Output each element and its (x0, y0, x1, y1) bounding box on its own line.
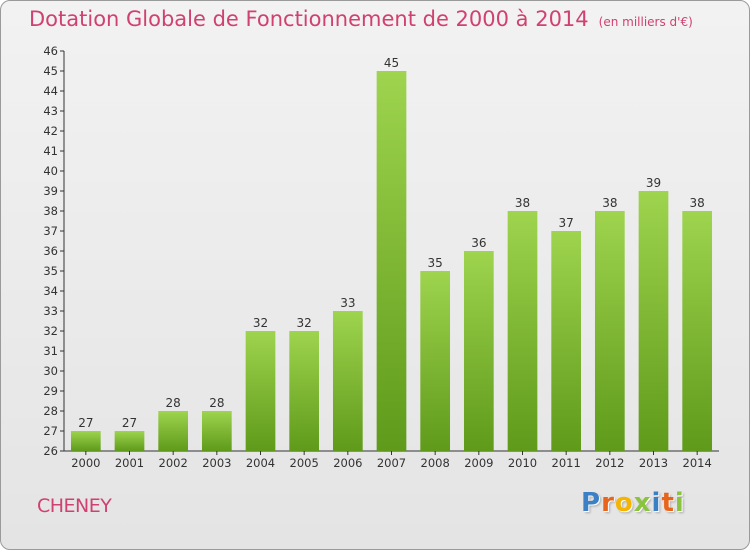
y-tick-label: 37 (43, 224, 58, 238)
y-tick-label: 30 (43, 364, 58, 378)
logo-letter: x (633, 488, 652, 518)
x-tick-label: 2010 (508, 456, 537, 470)
bar-2013 (638, 191, 669, 451)
chart-title: Dotation Globale de Fonctionnement de 20… (29, 7, 693, 31)
y-tick-label: 28 (43, 404, 58, 418)
bar-value-label: 45 (384, 56, 399, 70)
x-tick-label: 2000 (71, 456, 100, 470)
logo-letter: o (614, 488, 634, 518)
x-tick-label: 2002 (159, 456, 188, 470)
bar-2005 (289, 331, 320, 451)
x-tick-label: 2004 (246, 456, 275, 470)
commune-name: CHENEY (37, 495, 112, 517)
y-tick-label: 29 (43, 384, 58, 398)
y-tick-label: 26 (43, 444, 58, 458)
x-tick-label: 2008 (421, 456, 450, 470)
y-tick-label: 32 (43, 324, 58, 338)
logo-letter: r (601, 488, 615, 518)
y-tick-label: 36 (43, 244, 58, 258)
bar-2012 (594, 211, 625, 451)
chart-bars: 27 27 28 28 32 32 33 45 35 36 38 37 38 39 38 (70, 56, 713, 451)
logo-letter: t (661, 488, 675, 518)
y-tick-label: 39 (43, 184, 58, 198)
y-tick-label: 33 (43, 304, 58, 318)
bar-2006 (332, 311, 363, 451)
bar-2002 (158, 411, 189, 451)
bar-2011 (551, 231, 582, 451)
y-tick-label: 38 (43, 204, 58, 218)
x-tick-label: 2012 (595, 456, 624, 470)
bar-value-label: 37 (559, 216, 574, 230)
x-tick-label: 2007 (377, 456, 406, 470)
logo-letter: i (651, 488, 662, 518)
x-tick-label: 2001 (115, 456, 144, 470)
x-tick-label: 2005 (290, 456, 319, 470)
bar-2000 (70, 431, 101, 451)
x-tick-label: 2011 (552, 456, 581, 470)
logo-letter: P (581, 488, 602, 518)
bar-value-label: 38 (515, 196, 530, 210)
y-tick-label: 45 (43, 64, 58, 78)
chart-title-text: Dotation Globale de Fonctionnement de 20… (29, 7, 589, 31)
y-tick-label: 31 (43, 344, 58, 358)
chart-axes: 26 27 28 29 30 31 32 33 34 35 36 37 38 39 40 41 42 43 44 45… (43, 44, 719, 470)
y-tick-label: 35 (43, 264, 58, 278)
y-tick-label: 27 (43, 424, 58, 438)
y-tick-label: 40 (43, 164, 58, 178)
bar-value-label: 32 (297, 316, 312, 330)
bar-value-label: 33 (340, 296, 355, 310)
bar-2007 (376, 71, 407, 451)
logo-letter: i (674, 488, 685, 518)
bar-2014 (682, 211, 713, 451)
bar-2008 (420, 271, 451, 451)
x-tick-label: 2006 (333, 456, 362, 470)
chart-subtitle: (en milliers d'€) (598, 15, 693, 29)
y-tick-label: 43 (43, 104, 58, 118)
bar-value-label: 36 (471, 236, 486, 250)
x-tick-label: 2013 (639, 456, 668, 470)
bar-value-label: 27 (122, 416, 137, 430)
y-tick-label: 34 (43, 284, 58, 298)
bar-value-label: 28 (166, 396, 181, 410)
x-tick-label: 2009 (464, 456, 493, 470)
y-tick-label: 42 (43, 124, 58, 138)
bar-2009 (463, 251, 494, 451)
y-tick-label: 44 (43, 84, 58, 98)
x-tick-label: 2014 (683, 456, 712, 470)
bar-value-label: 35 (428, 256, 443, 270)
y-tick-label: 46 (43, 44, 58, 58)
x-tick-label: 2003 (202, 456, 231, 470)
bar-value-label: 38 (690, 196, 705, 210)
bar-2004 (245, 331, 276, 451)
bar-2010 (507, 211, 538, 451)
y-tick-label: 41 (43, 144, 58, 158)
bar-2001 (114, 431, 145, 451)
proxiti-logo: Proxiti (581, 488, 685, 518)
bar-value-label: 28 (209, 396, 224, 410)
bar-value-label: 32 (253, 316, 268, 330)
bar-value-label: 27 (78, 416, 93, 430)
bar-value-label: 39 (646, 176, 661, 190)
bar-2003 (201, 411, 232, 451)
bar-value-label: 38 (602, 196, 617, 210)
